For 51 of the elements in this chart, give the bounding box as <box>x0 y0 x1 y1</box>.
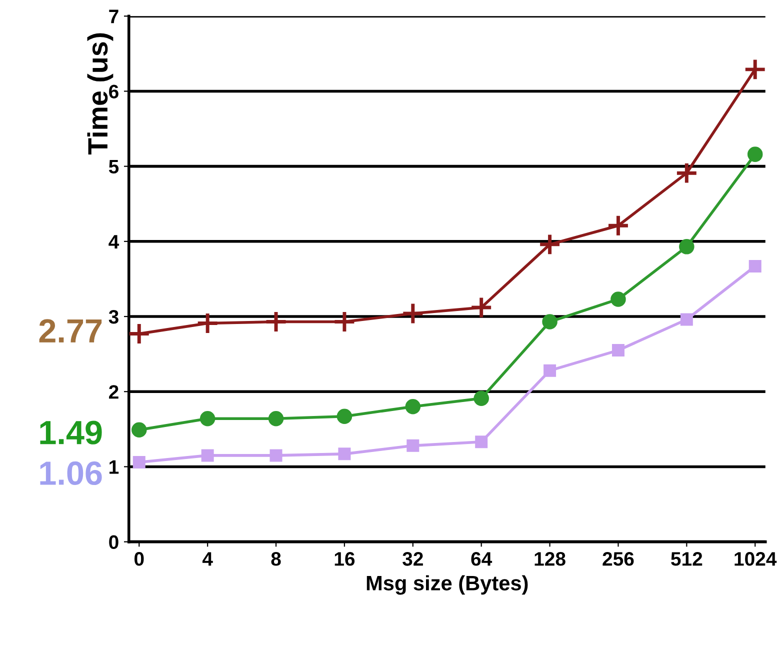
point <box>336 408 352 424</box>
point <box>470 296 493 319</box>
point <box>680 313 693 326</box>
point <box>610 292 626 307</box>
x-tick-label: 8 <box>271 552 281 566</box>
annotation: 1.06 <box>40 461 102 486</box>
point <box>128 322 151 346</box>
point <box>747 146 763 162</box>
point <box>268 411 284 426</box>
y-tick-label: 0 <box>109 535 118 550</box>
y-tick-label: 4 <box>108 235 120 248</box>
point <box>612 344 624 357</box>
point <box>475 436 488 448</box>
annotation: 1.49 <box>40 420 102 444</box>
point <box>196 312 220 335</box>
point <box>538 232 562 256</box>
y-tick-label: 7 <box>109 10 118 24</box>
point <box>333 310 356 334</box>
point <box>406 439 420 452</box>
point <box>744 58 766 81</box>
x-tick-label: 256 <box>602 552 634 566</box>
x-tick-label: 4 <box>202 552 213 566</box>
point <box>748 260 762 272</box>
y-tick-label: 1 <box>110 460 119 474</box>
point <box>264 310 288 334</box>
point <box>200 411 216 426</box>
y-tick-label: 5 <box>108 160 119 174</box>
point <box>201 449 214 462</box>
point <box>606 214 630 238</box>
x-tick-label: 32 <box>402 552 423 566</box>
y-tick-label: 2 <box>109 385 118 399</box>
point <box>132 456 146 468</box>
point <box>270 449 282 462</box>
x-tick-label: 16 <box>334 552 355 566</box>
point <box>474 390 489 406</box>
point <box>675 162 698 185</box>
point <box>542 314 558 330</box>
point <box>405 398 421 414</box>
annotation: 2.77 <box>39 319 102 342</box>
x-tick-label: 64 <box>471 552 492 566</box>
x-axis-title: Msg size (Bytes) <box>366 575 528 595</box>
point <box>544 364 556 377</box>
point <box>401 302 424 325</box>
point <box>679 239 694 254</box>
point <box>338 448 351 460</box>
x-tick-label: 0 <box>134 552 144 566</box>
point <box>131 422 147 438</box>
x-tick-label: 512 <box>671 552 702 566</box>
x-tick-label: 1024 <box>734 552 777 566</box>
y-tick-label: 3 <box>108 310 118 324</box>
x-tick-label: 128 <box>534 552 566 566</box>
